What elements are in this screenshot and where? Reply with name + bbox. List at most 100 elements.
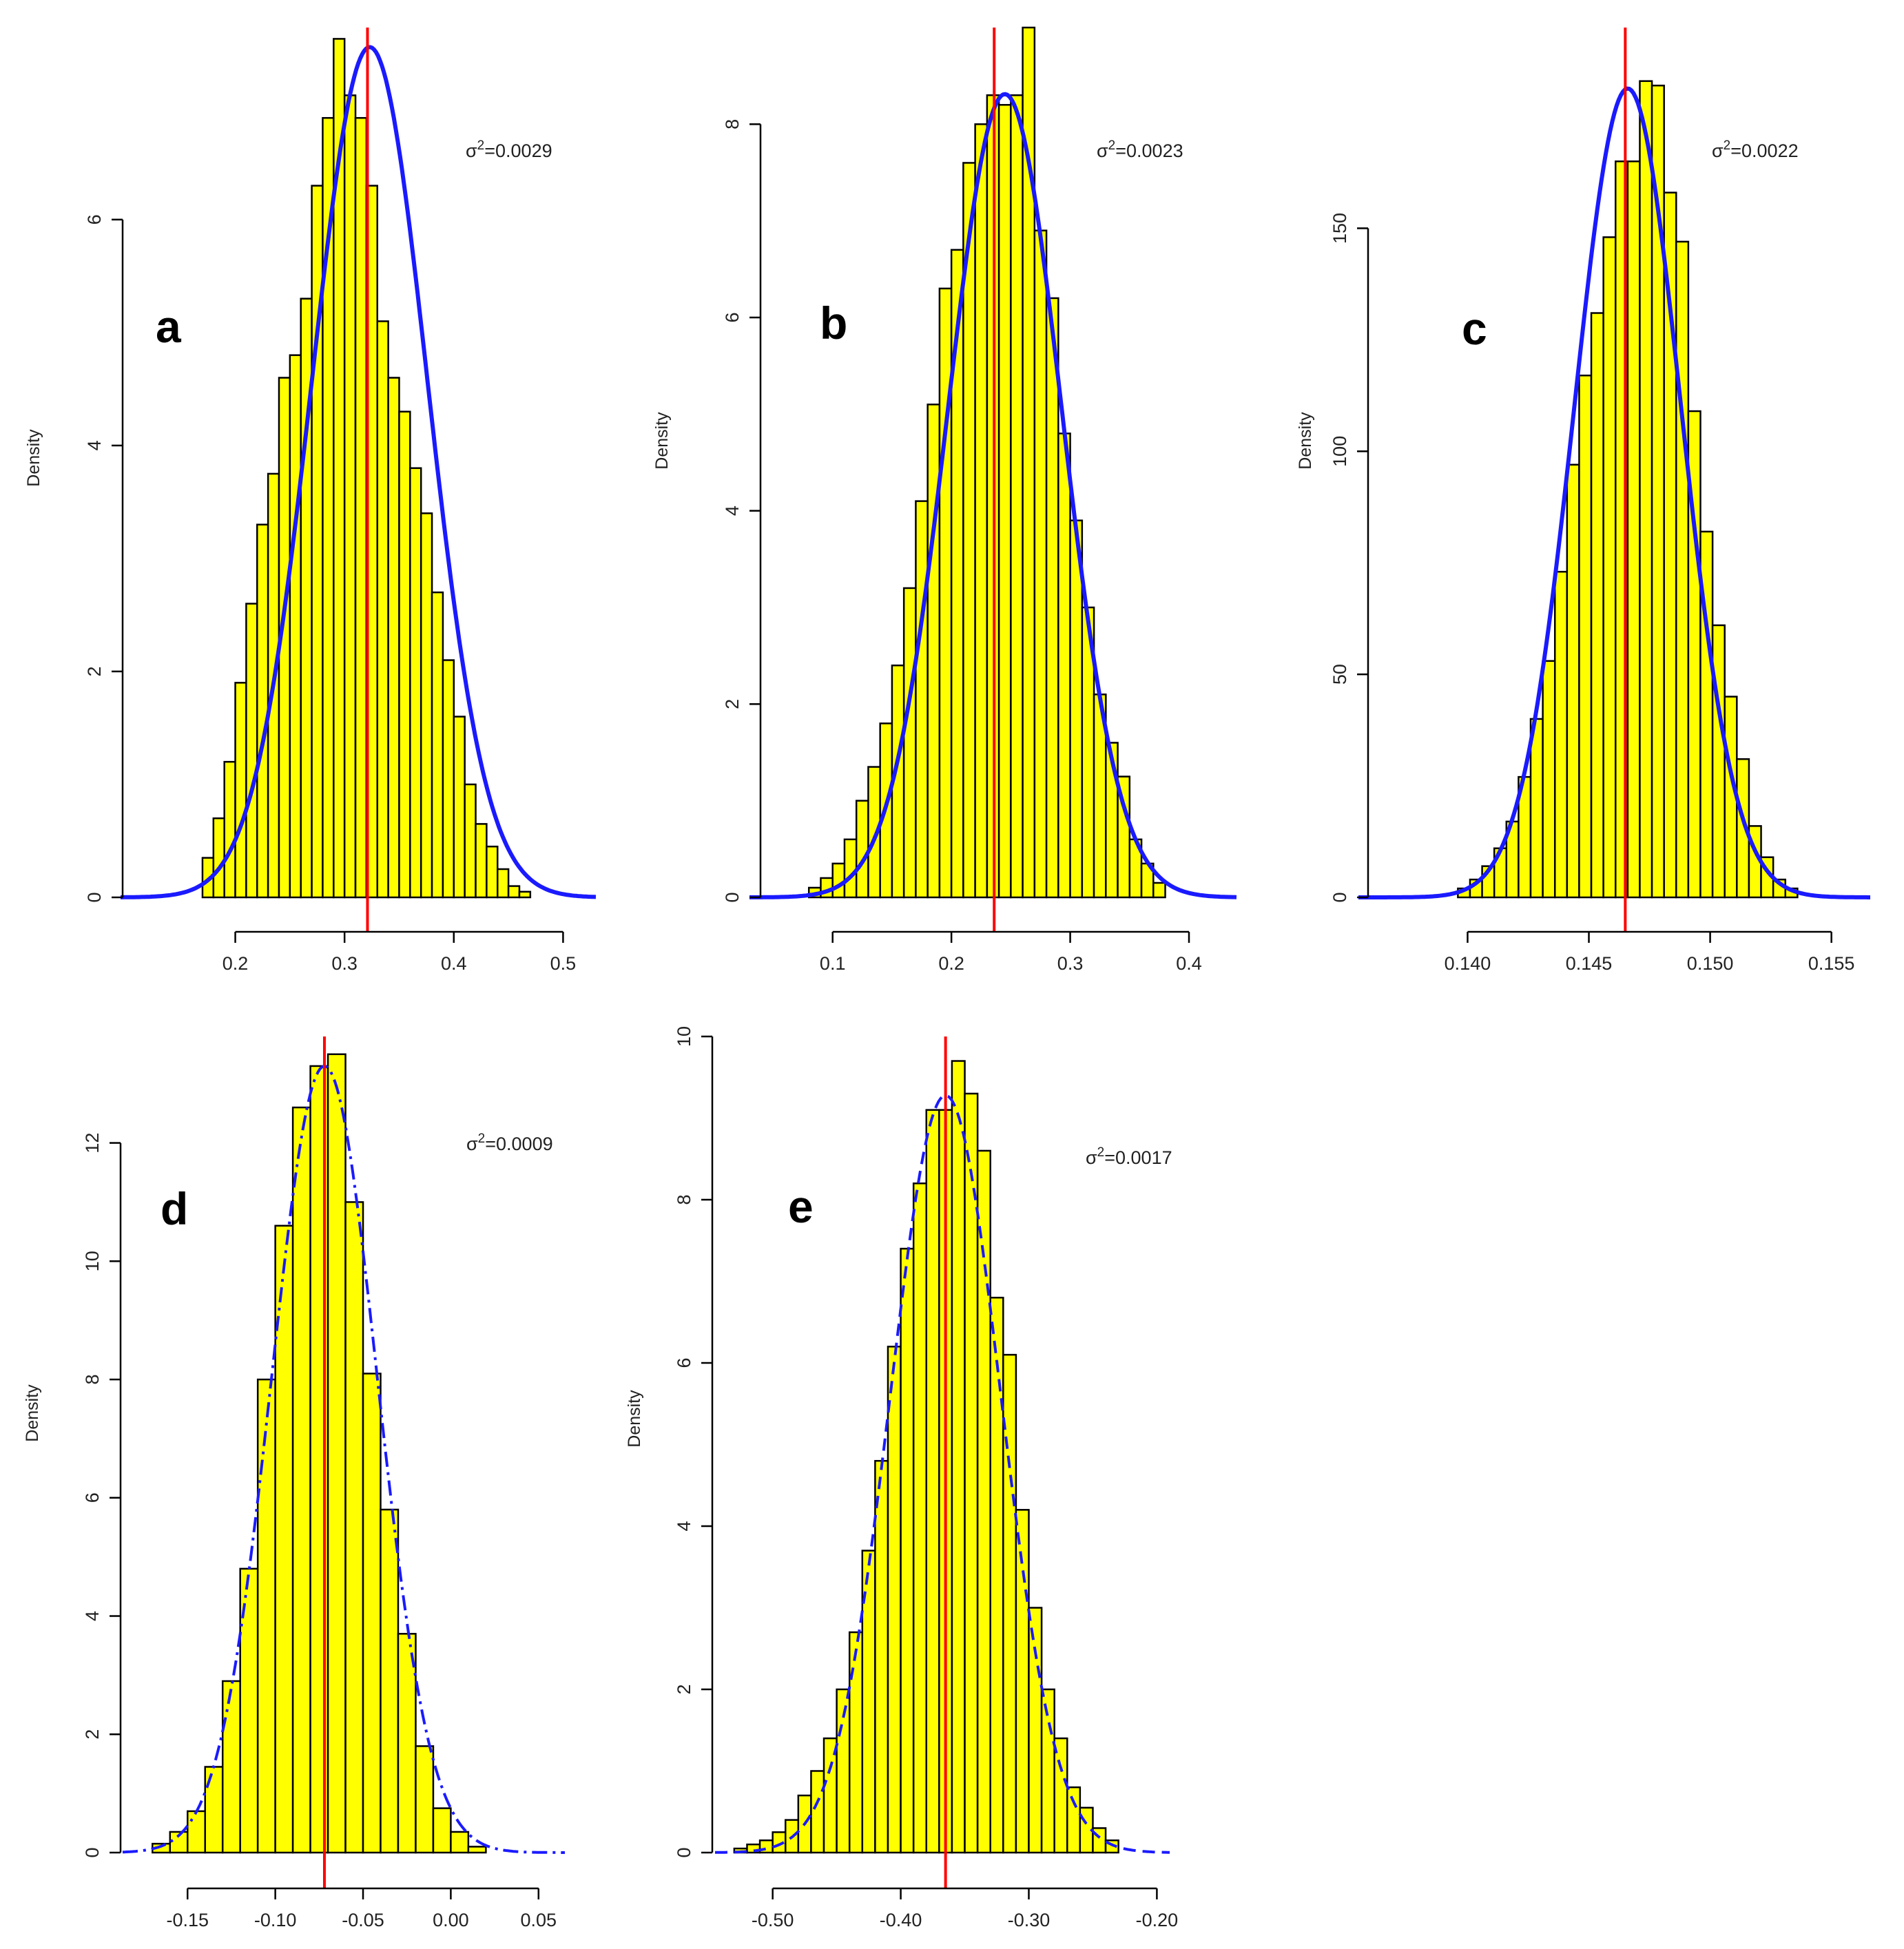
panel-b-variance-value: =0.0023 [1115,140,1183,161]
panel-b-bar [1057,432,1071,899]
panel-a-x-ticks: 0.2 0.3 0.4 0.5 [223,932,576,974]
panel-a-bar [245,603,258,899]
panel-e-x-tick-label: -0.20 [1136,1910,1179,1930]
panel-e-bar [1066,1786,1082,1854]
panel-b-bar [855,800,869,899]
panel-a-bar [256,523,269,899]
panel-e-y-tick-label: 0 [674,1847,694,1857]
panel-e-bar [912,1182,928,1854]
panel-b-bar [1117,775,1131,899]
panel-a-bar [464,783,477,899]
panel-a-bar [420,512,433,899]
panel-e-bar [1053,1737,1068,1854]
panel-d-bar [291,1106,311,1854]
panel-c-bar [1542,660,1556,899]
panel-d-x-tick-label: -0.15 [166,1910,209,1930]
panel-a-bar [518,890,532,899]
panel-a-bar [453,716,466,899]
panel-c-bar [1590,312,1604,899]
panel-b-variance-exponent: 2 [1108,138,1116,153]
panel-a-bar [343,94,357,899]
panel-b-variance: σ2=0.0023 [1097,138,1183,161]
panel-a-bar [507,885,521,899]
panel-c-bar [1553,570,1569,899]
panel-d-bar [415,1745,435,1854]
panel-a-y-ticks: 0 2 4 6 [84,214,123,903]
panel-d-y-tick-label: 6 [82,1492,103,1503]
panel-e-variance-value: =0.0017 [1104,1147,1172,1168]
panel-a-bar [486,845,499,899]
panel-d-bar [397,1633,417,1854]
panel-a-bar [234,682,247,899]
panel-a-variance: σ2=0.0029 [466,138,552,161]
panel-e-variance: σ2=0.0017 [1086,1145,1172,1168]
panel-c-y-tick-label: 150 [1329,213,1350,244]
panel-d-y-tick-label: 8 [82,1375,103,1385]
panel-e-bars [733,1060,1119,1854]
panel-d-bar [380,1508,400,1854]
panel-a-bar [409,467,422,899]
panel-d-x-ticks: -0.15 -0.10 -0.05 0.00 0.05 [166,1888,557,1930]
panel-e-x-tick-label: -0.30 [1008,1910,1051,1930]
panel-a-bar [289,354,302,899]
panel-c-y-axis-label: Density [1296,412,1315,470]
panel-d: -0.15 -0.10 -0.05 0.00 0.05 0 2 4 6 8 10 12 Densit… [23,1036,565,1930]
panel-c-density-curve [1358,86,1870,899]
panel-b-x-tick-label: 0.3 [1057,953,1084,974]
panel-d-bar [344,1201,364,1854]
panel-d-variance-value: =0.0009 [485,1134,552,1154]
panel-c-y-tick-label: 50 [1329,664,1350,685]
panel-d-bar [327,1053,346,1854]
panel-b-x-tick-label: 0.2 [938,953,964,974]
panel-a-x-tick-label: 0.2 [223,953,249,974]
panel-a-y-axis-label: Density [24,429,43,487]
panel-e-bar [887,1346,902,1854]
panel-e-letter: e [788,1181,814,1232]
panel-b-y-ticks: 0 2 4 6 8 [722,119,760,903]
panel-d-bars [152,1053,487,1854]
panel-b-bar [831,862,846,899]
panel-e-bar [1028,1607,1043,1854]
panel-d-x-tick-label: -0.05 [342,1910,384,1930]
panel-c-y-tick-label: 100 [1329,436,1350,467]
panel-c-variance-exponent: 2 [1724,138,1731,153]
panel-b-x-ticks: 0.1 0.2 0.3 0.4 [820,932,1202,974]
panel-a-bar [475,823,488,899]
panel-c-bar [1675,240,1690,899]
panel-c-bar [1626,160,1641,899]
panel-e-x-tick-label: -0.50 [752,1910,794,1930]
panel-d-x-tick-label: 0.00 [433,1910,469,1930]
panel-d-y-tick-label: 10 [82,1251,103,1271]
panel-e-bar [925,1109,940,1854]
panel-d-bar [256,1378,276,1854]
panel-a-bar [496,868,510,899]
panel-b-y-tick-label: 2 [722,699,743,709]
panel-d-x-tick-label: 0.05 [521,1910,557,1930]
panel-d-y-tick-label: 12 [82,1133,103,1154]
panel-d-x-tick-label: -0.10 [254,1910,297,1930]
panel-e-variance-exponent: 2 [1097,1145,1105,1160]
panel-a-density-curve [121,45,597,899]
panel-a-bar [398,410,411,899]
panel-b-bar [843,838,858,899]
panel-b-bar [1045,297,1059,899]
panel-c-x-tick-label: 0.145 [1566,953,1613,974]
panel-b-bar [902,587,917,899]
panel-b-y-axis-label: Density [652,412,672,470]
panel-a-y-tick-label: 0 [84,892,105,902]
panel-c: 0.140 0.145 0.150 0.155 0 50 100 150 Density c… [1296,28,1870,974]
panel-a-variance-exponent: 2 [477,138,485,153]
panel-e-y-ticks: 0 2 4 6 8 10 [674,1026,712,1858]
panel-e-y-tick-label: 8 [674,1194,694,1205]
panel-c-axes [1367,228,1832,933]
panel-d-variance-symbol: σ [466,1134,478,1154]
panel-c-bar [1578,374,1593,899]
panel-d-y-tick-label: 2 [82,1729,103,1740]
panel-a-variance-value: =0.0029 [484,140,552,161]
panel-d-bar [221,1680,241,1854]
panel-b-letter: b [820,298,847,348]
panel-a-axes [121,219,563,933]
panel-a-bar [442,659,455,899]
panel-c-variance: σ2=0.0022 [1712,138,1799,161]
